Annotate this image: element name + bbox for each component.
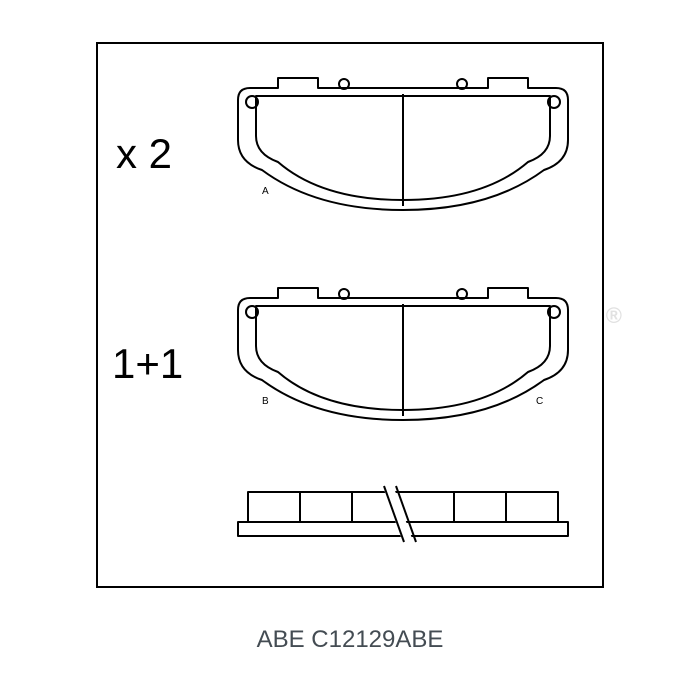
part-code-line: ABE C12129ABE bbox=[0, 626, 700, 654]
pad-mark-c: C bbox=[536, 396, 543, 407]
quantity-top: x 2 bbox=[116, 130, 172, 178]
pad-mark-b: B bbox=[262, 396, 269, 407]
pad-mark-a: A bbox=[262, 186, 269, 197]
brake-pad-side bbox=[228, 484, 578, 554]
part-brand: ABE bbox=[257, 626, 305, 653]
part-code: C12129ABE bbox=[311, 626, 443, 653]
brake-pad-middle: B C bbox=[228, 280, 578, 438]
brake-pad-top: A bbox=[228, 70, 578, 228]
quantity-middle: 1+1 bbox=[112, 340, 183, 388]
